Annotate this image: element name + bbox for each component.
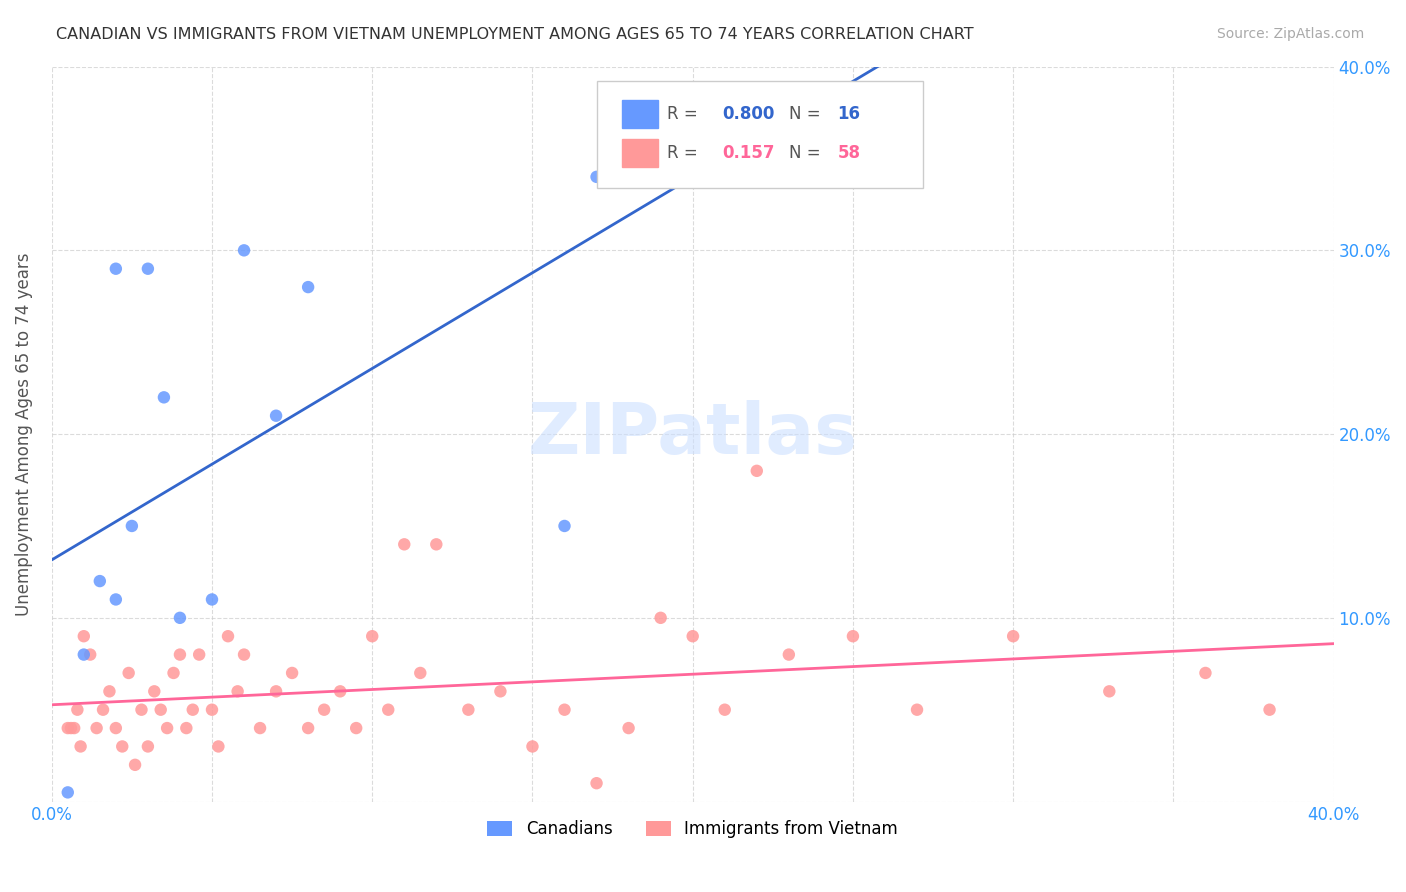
Point (66, 703, 89, 717)
Point (121, 519, 143, 533)
Point (297, 280, 319, 294)
Point (176, 721, 198, 735)
Point (169, 648, 191, 662)
Text: 0.157: 0.157 (723, 145, 775, 162)
Point (59, 721, 82, 735)
Point (169, 611, 191, 625)
Point (361, 629, 384, 643)
Point (111, 739, 134, 754)
Point (91, 703, 114, 717)
Point (522, 739, 544, 754)
Point (778, 648, 800, 662)
Point (124, 757, 146, 772)
Point (79, 648, 101, 662)
Point (1258, 703, 1281, 717)
Point (56, 785, 79, 799)
Point (394, 537, 416, 551)
Point (207, 739, 229, 754)
Point (489, 684, 512, 698)
Point (73, 629, 96, 643)
Point (226, 684, 249, 698)
Text: CANADIAN VS IMMIGRANTS FROM VIETNAM UNEMPLOYMENT AMONG AGES 65 TO 74 YEARS CORRE: CANADIAN VS IMMIGRANTS FROM VIETNAM UNEM… (56, 27, 974, 42)
Point (136, 261, 159, 276)
Point (104, 592, 127, 607)
Bar (623, 139, 658, 168)
Point (104, 261, 127, 276)
Point (249, 721, 271, 735)
Text: N =: N = (789, 145, 825, 162)
Point (86, 721, 108, 735)
Point (842, 629, 865, 643)
Point (1194, 665, 1216, 680)
Point (56, 721, 79, 735)
Point (617, 721, 640, 735)
Bar (623, 100, 658, 128)
Point (745, 464, 768, 478)
Point (131, 703, 153, 717)
Text: Source: ZipAtlas.com: Source: ZipAtlas.com (1216, 27, 1364, 41)
Point (682, 629, 704, 643)
Text: R =: R = (666, 104, 703, 122)
Text: N =: N = (789, 104, 825, 122)
Point (281, 665, 304, 680)
Point (63, 721, 86, 735)
Point (297, 721, 319, 735)
Point (104, 721, 127, 735)
Point (377, 703, 399, 717)
Point (1002, 629, 1025, 643)
Point (181, 703, 204, 717)
Point (617, 133, 640, 147)
Point (457, 703, 479, 717)
Point (153, 390, 176, 404)
Point (344, 721, 367, 735)
Point (162, 665, 184, 680)
Point (553, 519, 575, 533)
Point (329, 684, 352, 698)
Point (233, 244, 256, 258)
Point (98, 684, 121, 698)
Point (201, 703, 224, 717)
Point (585, 776, 607, 790)
Point (409, 665, 432, 680)
Point (585, 169, 607, 184)
Point (314, 703, 336, 717)
Point (650, 611, 672, 625)
Point (905, 703, 928, 717)
Point (156, 721, 179, 735)
Legend: Canadians, Immigrants from Vietnam: Canadians, Immigrants from Vietnam (481, 814, 904, 845)
Point (118, 665, 141, 680)
Point (713, 703, 735, 717)
Y-axis label: Unemployment Among Ages 65 to 74 years: Unemployment Among Ages 65 to 74 years (15, 252, 32, 615)
Point (73, 648, 96, 662)
Point (188, 648, 211, 662)
Point (264, 409, 287, 423)
Point (136, 739, 159, 754)
Point (149, 703, 172, 717)
Point (425, 537, 447, 551)
Text: 0.800: 0.800 (723, 104, 775, 122)
Text: 58: 58 (838, 145, 860, 162)
Point (89, 574, 111, 588)
Point (1098, 684, 1121, 698)
Text: 16: 16 (838, 104, 860, 122)
Point (201, 592, 224, 607)
Point (217, 629, 239, 643)
Point (69, 739, 91, 754)
Text: R =: R = (666, 145, 703, 162)
Point (143, 684, 166, 698)
Point (264, 684, 287, 698)
Text: ZIPatlas: ZIPatlas (527, 400, 858, 468)
Point (233, 648, 256, 662)
Point (553, 703, 575, 717)
FancyBboxPatch shape (596, 81, 924, 188)
